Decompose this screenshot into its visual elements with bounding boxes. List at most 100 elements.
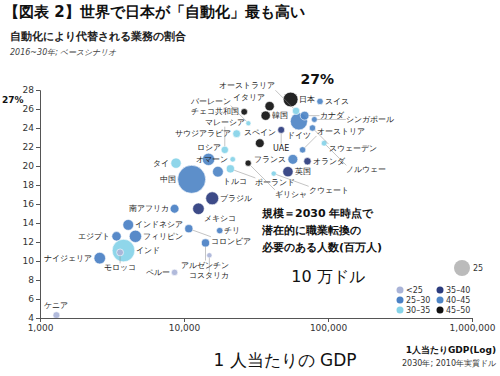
- tick-label: 22: [23, 142, 34, 152]
- tick-label: 6: [28, 294, 34, 304]
- bubble: [261, 111, 270, 120]
- bubble: [278, 126, 285, 133]
- point-label: 英国: [295, 167, 311, 176]
- bubble: [226, 165, 234, 173]
- point-label: タイ: [153, 159, 169, 168]
- x-axis: 1,00010,000100,0001,000,000: [28, 318, 496, 333]
- bubble: [288, 154, 298, 164]
- tick-mark: [36, 90, 40, 91]
- point-label: メキシコ: [204, 214, 236, 223]
- legend-label: 35–40: [446, 286, 470, 295]
- bubble: [255, 139, 264, 148]
- tick-mark: [472, 318, 473, 322]
- legend-swatch: [437, 297, 444, 304]
- tick: 24: [23, 123, 40, 133]
- bubble: [241, 109, 248, 116]
- bubble: [129, 230, 141, 242]
- leader-line: [326, 145, 346, 165]
- point-label: 韓国: [272, 111, 288, 120]
- point-label: オランダ: [313, 157, 346, 166]
- point-label: アルゼンチン: [181, 261, 229, 270]
- bubble: [309, 125, 315, 131]
- y-marker: 27%: [2, 95, 24, 105]
- point-labels: 中国インドドイツ日本ブラジルフィリピンロシアナイジェリアメキシコインドネシアトル…: [44, 81, 393, 310]
- point-label: チェコ共和国: [191, 107, 239, 116]
- leader-line: [315, 130, 329, 144]
- leader-line: [209, 258, 210, 272]
- x-label: 1 人当たりの GDP: [213, 350, 356, 370]
- tick-label: 10: [23, 256, 35, 266]
- bubble: [311, 117, 317, 123]
- leader-line: [193, 230, 211, 237]
- point-label: トルコ: [223, 177, 247, 186]
- tick-mark: [184, 318, 185, 322]
- point-label: スイス: [325, 97, 349, 106]
- leader-line: [305, 136, 317, 148]
- leader-line: [205, 247, 206, 261]
- bubble: [94, 252, 106, 264]
- size-title: 潜在的に職業転換の: [261, 224, 361, 237]
- point-label: 南アフリカ: [129, 204, 169, 213]
- tick: 12: [23, 237, 40, 247]
- x-axis-title: 1人当たりGDP(Log): [406, 345, 496, 355]
- tick: 14: [23, 218, 40, 228]
- annotation: 10 万ドル: [291, 267, 364, 286]
- point-label: サウジアラビア: [175, 129, 231, 138]
- tick-mark: [36, 261, 40, 262]
- bubble: [185, 225, 193, 233]
- leader-line: [281, 133, 282, 144]
- tick-mark: [36, 109, 40, 110]
- leader-line: [276, 175, 308, 187]
- title: 【図表 2】世界で日本が「自動化」最も高い: [4, 3, 305, 21]
- leader-line: [224, 127, 225, 146]
- leader-line: [120, 256, 121, 264]
- point-label: UAE: [273, 144, 289, 153]
- point-label: フランス: [254, 155, 286, 164]
- tick-label: 100,000: [310, 323, 347, 333]
- tick: 100,000: [310, 318, 347, 333]
- legend-label: 45–50: [446, 306, 470, 315]
- point-label: バーレーン: [190, 97, 231, 106]
- point-label: ギリシャ: [275, 190, 307, 199]
- tick: 10,000: [169, 318, 201, 333]
- point-label: オーストラリア: [219, 81, 275, 90]
- leader-line: [275, 90, 293, 108]
- tick-label: 4: [28, 313, 34, 323]
- tick: 20: [23, 161, 40, 171]
- tick-mark: [36, 128, 40, 129]
- tick-label: 8: [28, 275, 34, 285]
- point-label: クウェート: [309, 186, 349, 195]
- point-label: ペルー: [146, 268, 170, 277]
- y-axis: 46810121416182022242628: [23, 85, 41, 323]
- tick-mark: [36, 223, 40, 224]
- tick: 10: [23, 256, 40, 266]
- bubble: [123, 220, 134, 231]
- point-label: インド: [136, 246, 160, 255]
- tick: 1,000,000: [450, 318, 496, 333]
- tick-label: 28: [23, 85, 35, 95]
- legend-label: 40–45: [446, 296, 470, 305]
- bubble: [217, 227, 223, 233]
- tick: 28: [23, 85, 40, 95]
- bubble: [206, 192, 219, 205]
- legend-label: 30–35: [406, 306, 430, 315]
- bubble: [246, 121, 251, 126]
- tick-label: 10,000: [169, 323, 201, 333]
- axis-line: [41, 319, 473, 323]
- tick-mark: [36, 166, 40, 167]
- bubble: [265, 101, 274, 110]
- tick-mark: [36, 242, 40, 243]
- tick-mark: [36, 147, 40, 148]
- legend-swatch: [437, 287, 444, 294]
- size-legend-label: 25: [473, 264, 483, 273]
- tick-label: 26: [23, 104, 35, 114]
- points: [53, 92, 327, 318]
- point-label: ドイツ: [287, 131, 311, 140]
- point-label: エジプト: [78, 232, 110, 241]
- bubble: [221, 146, 228, 153]
- point-label: ノルウェー: [346, 165, 386, 174]
- bubble: [283, 167, 293, 177]
- tick-label: 16: [23, 199, 35, 209]
- bubble: [112, 239, 135, 262]
- note: 2016~30年; ベースシナリオ: [10, 48, 117, 57]
